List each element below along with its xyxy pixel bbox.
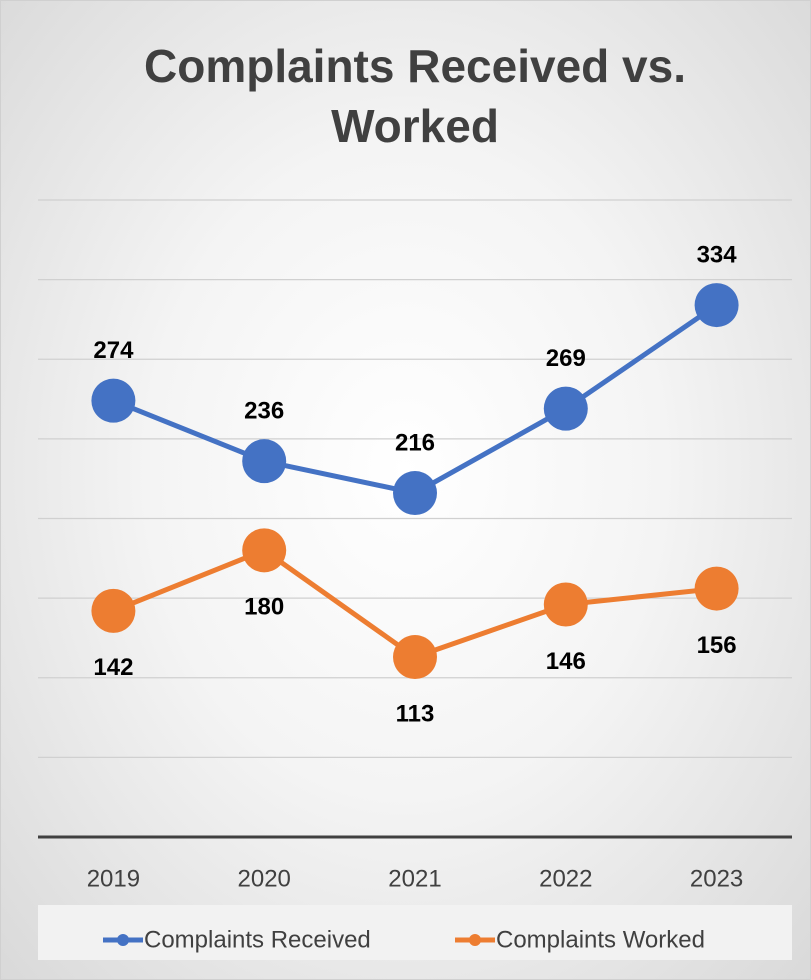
data-label: 180: [244, 594, 284, 621]
x-tick-label: 2019: [87, 865, 140, 892]
x-tick-label: 2020: [238, 865, 291, 892]
legend-label: Complaints Worked: [496, 926, 705, 953]
data-label: 334: [697, 241, 738, 268]
x-tick-label: 2022: [539, 865, 592, 892]
legend-marker: [469, 934, 481, 946]
data-point: [393, 471, 437, 516]
data-label: 269: [546, 345, 586, 372]
data-point: [91, 588, 136, 633]
data-label: 146: [546, 648, 586, 675]
data-label: 142: [93, 654, 133, 681]
chart-title: Complaints Received vs. Worked: [144, 40, 686, 152]
data-point: [543, 582, 588, 627]
data-point: [694, 283, 739, 328]
data-point: [543, 386, 588, 431]
data-label: 156: [697, 632, 737, 659]
x-tick-label: 2023: [690, 865, 743, 892]
series-line: [112, 303, 719, 496]
legend-marker: [117, 934, 129, 946]
data-label: 274: [93, 337, 134, 364]
data-label: 113: [396, 700, 435, 727]
x-tick-label: 2021: [388, 865, 441, 892]
data-point: [694, 566, 739, 611]
data-label: 216: [395, 429, 435, 456]
data-point: [393, 635, 437, 680]
legend-box: [38, 905, 792, 960]
data-label: 236: [244, 398, 284, 425]
data-point: [242, 528, 287, 573]
data-point: [242, 439, 287, 484]
legend-label: Complaints Received: [144, 926, 371, 953]
data-point: [91, 378, 136, 423]
